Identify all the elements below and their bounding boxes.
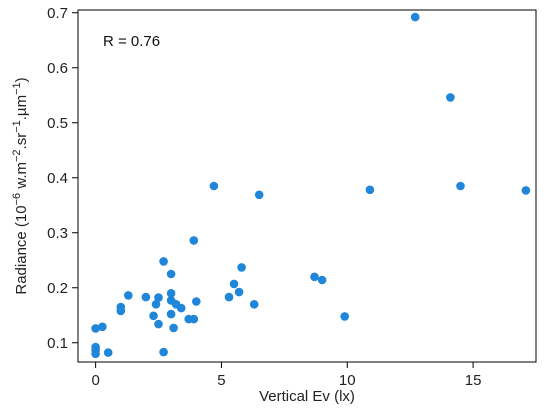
data-point [151,300,161,309]
y-tick-label: 0.1 [47,335,68,352]
x-tick-label: 0 [91,372,99,389]
data-point [410,12,420,22]
y-tick-label: 0.5 [47,115,68,132]
y-tick-label: 0.4 [47,170,68,187]
data-point [141,292,151,302]
data-point [456,181,465,191]
y-tick-label: 0.7 [47,5,68,22]
data-point [237,263,246,272]
data-point [229,279,239,289]
data-point [166,289,176,298]
data-point [192,297,201,306]
data-point [103,348,113,357]
data-point [365,185,375,195]
data-point [166,269,176,279]
data-point [159,347,168,357]
data-point [446,93,455,102]
data-point [224,292,234,302]
data-point [154,319,163,329]
data-point [317,275,327,285]
data-point [521,186,531,195]
plot-frame [77,9,537,363]
data-point [189,236,199,245]
points-layer [91,12,531,359]
data-point [209,181,219,191]
x-tick-label: 15 [465,372,482,389]
data-point [154,293,163,302]
y-axis: 0.1 0.2 0.3 0.4 0.5 0.6 0.7 [47,5,78,352]
data-point [310,272,319,282]
y-tick-label: 0.2 [47,280,68,297]
x-tick-label: 5 [217,372,225,389]
data-point [91,324,100,333]
x-axis-label: Vertical Ev (lx) [259,388,355,405]
y-tick-label: 0.6 [47,60,68,77]
data-point [98,322,107,332]
data-point [159,257,168,266]
data-point [249,300,259,309]
data-point [116,302,126,312]
data-point [166,309,176,319]
data-point [340,312,350,321]
data-point [176,303,186,313]
y-axis-label: Radiance (10−6 w.m−2.sr−1.µm−1) [11,77,30,294]
data-point [149,311,158,321]
data-point [234,287,244,297]
data-point [124,291,133,300]
data-point [91,349,100,359]
data-point [169,323,178,333]
data-point [189,314,199,324]
correlation-annotation: R = 0.76 [103,33,160,50]
x-axis: 0 5 10 15 [91,362,481,389]
x-tick-label: 10 [339,372,356,389]
data-point [254,190,264,200]
y-tick-label: 0.3 [47,225,68,242]
